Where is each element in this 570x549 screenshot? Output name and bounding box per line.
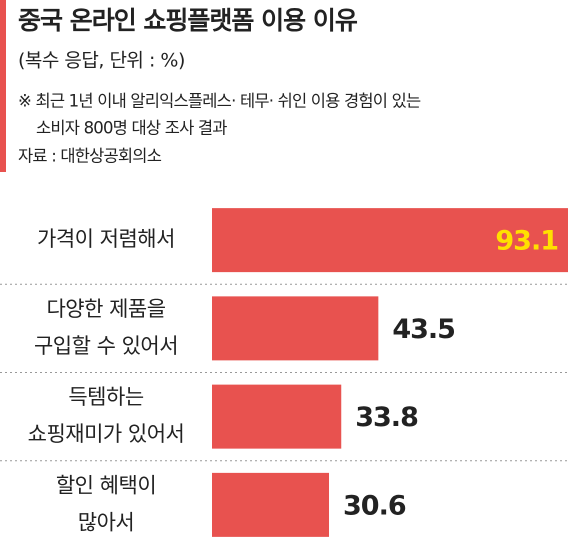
category-label: 많아서 <box>78 510 134 534</box>
value-label: 30.6 <box>343 490 406 521</box>
category-label: 가격이 저렴해서 <box>37 227 175 251</box>
value-label: 93.1 <box>495 226 558 257</box>
source: 자료 : 대한상공회의소 <box>18 147 162 166</box>
bar <box>212 384 342 449</box>
bar <box>212 472 330 537</box>
value-label: 33.8 <box>355 402 418 433</box>
category-label: 할인 혜택이 <box>56 473 156 497</box>
category-label: 쇼핑재미가 있어서 <box>28 422 185 446</box>
note: 소비자 800명 대상 조사 결과 <box>36 119 227 138</box>
bar <box>212 296 379 361</box>
note: ※ 최근 1년 이내 알리익스플레스· 테무· 쉬인 이용 경험이 있는 <box>18 92 421 111</box>
category-label: 구입할 수 있어서 <box>34 334 178 358</box>
bar <box>212 208 568 273</box>
accent-bar <box>0 0 6 172</box>
chart-title: 중국 온라인 쇼핑플랫폼 이용 이유 <box>18 6 358 35</box>
chart-subtitle: (복수 응답, 단위 : %) <box>18 50 185 72</box>
category-label: 다양한 제품을 <box>46 297 165 321</box>
value-label: 43.5 <box>392 314 455 345</box>
category-label: 득템하는 <box>68 385 143 409</box>
